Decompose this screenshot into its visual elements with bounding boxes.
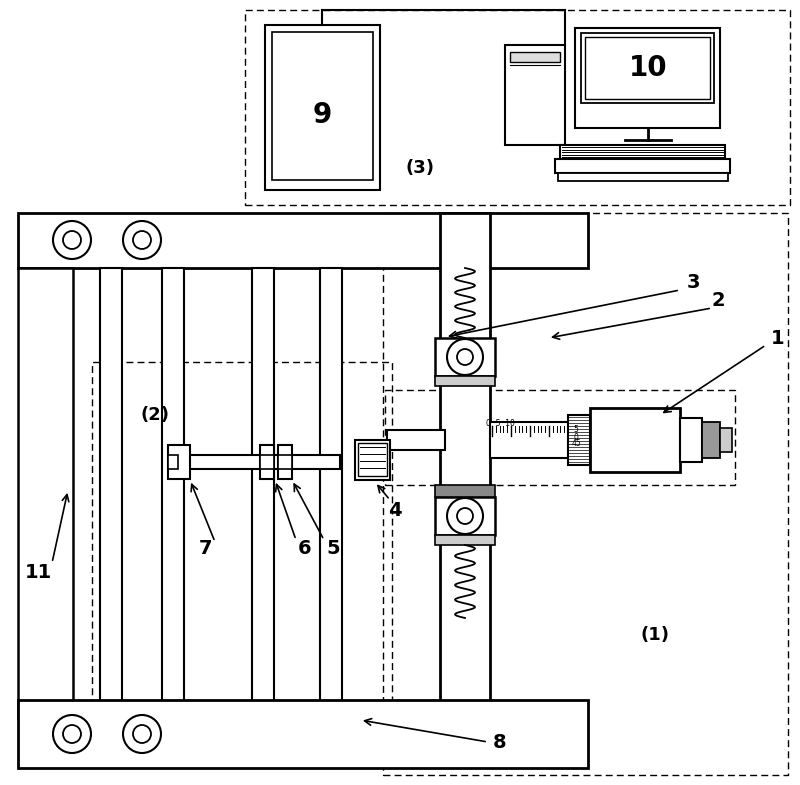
Bar bbox=[168, 455, 178, 469]
Text: 9: 9 bbox=[312, 101, 332, 129]
Text: 3: 3 bbox=[686, 272, 700, 291]
Text: 1: 1 bbox=[771, 328, 785, 348]
Bar bbox=[175, 455, 340, 469]
Bar bbox=[22, 704, 242, 764]
Bar bbox=[92, 362, 392, 714]
Bar bbox=[18, 268, 73, 718]
Circle shape bbox=[133, 725, 151, 743]
Bar bbox=[490, 422, 570, 458]
Bar bbox=[260, 455, 274, 469]
Bar bbox=[560, 145, 725, 159]
Text: 5: 5 bbox=[574, 425, 578, 435]
Bar bbox=[278, 445, 292, 479]
Text: 5: 5 bbox=[326, 539, 340, 557]
Circle shape bbox=[53, 715, 91, 753]
Bar bbox=[435, 338, 495, 376]
Bar bbox=[440, 213, 490, 723]
Bar bbox=[168, 445, 190, 479]
Bar bbox=[260, 445, 274, 479]
Text: 0  5  10: 0 5 10 bbox=[486, 419, 514, 429]
Bar bbox=[385, 390, 735, 485]
Bar bbox=[555, 159, 730, 173]
Bar bbox=[720, 428, 732, 452]
Bar bbox=[435, 535, 495, 545]
Bar bbox=[680, 418, 702, 462]
Bar bbox=[558, 173, 728, 181]
Bar bbox=[435, 485, 495, 497]
Bar bbox=[590, 408, 680, 472]
Bar bbox=[581, 33, 714, 103]
Text: 6: 6 bbox=[298, 539, 312, 557]
Bar bbox=[435, 376, 495, 386]
Circle shape bbox=[123, 221, 161, 259]
Text: (2): (2) bbox=[141, 406, 170, 424]
Bar bbox=[510, 52, 560, 62]
Circle shape bbox=[63, 725, 81, 743]
Circle shape bbox=[447, 498, 483, 534]
Bar bbox=[383, 213, 788, 775]
Bar bbox=[272, 32, 373, 180]
Circle shape bbox=[457, 349, 473, 365]
Circle shape bbox=[53, 221, 91, 259]
Bar bbox=[568, 415, 590, 465]
Bar bbox=[162, 268, 184, 718]
Bar bbox=[387, 430, 445, 450]
Text: 11: 11 bbox=[24, 563, 52, 582]
Bar bbox=[575, 28, 720, 128]
Bar bbox=[355, 440, 390, 480]
Bar bbox=[358, 443, 387, 476]
Circle shape bbox=[447, 339, 483, 375]
Text: 8: 8 bbox=[493, 732, 507, 751]
Bar bbox=[585, 37, 710, 99]
Bar bbox=[18, 213, 588, 268]
Bar bbox=[435, 497, 495, 535]
Bar bbox=[265, 25, 380, 190]
Bar bbox=[702, 422, 720, 458]
Circle shape bbox=[457, 508, 473, 524]
Bar bbox=[245, 10, 790, 205]
Bar bbox=[278, 455, 292, 469]
Bar bbox=[320, 268, 342, 718]
Bar bbox=[252, 268, 274, 718]
Bar bbox=[100, 268, 122, 718]
Text: 45: 45 bbox=[571, 440, 581, 448]
Text: (3): (3) bbox=[406, 159, 434, 177]
Bar bbox=[18, 700, 588, 768]
Text: 2: 2 bbox=[711, 290, 725, 309]
Text: (1): (1) bbox=[641, 626, 670, 644]
Text: 4: 4 bbox=[388, 501, 402, 520]
Text: 10: 10 bbox=[629, 54, 667, 82]
Bar bbox=[505, 45, 565, 145]
Text: 0: 0 bbox=[574, 433, 578, 441]
Bar bbox=[22, 217, 242, 264]
Circle shape bbox=[133, 231, 151, 249]
Circle shape bbox=[123, 715, 161, 753]
Circle shape bbox=[63, 231, 81, 249]
Text: 7: 7 bbox=[198, 539, 212, 557]
